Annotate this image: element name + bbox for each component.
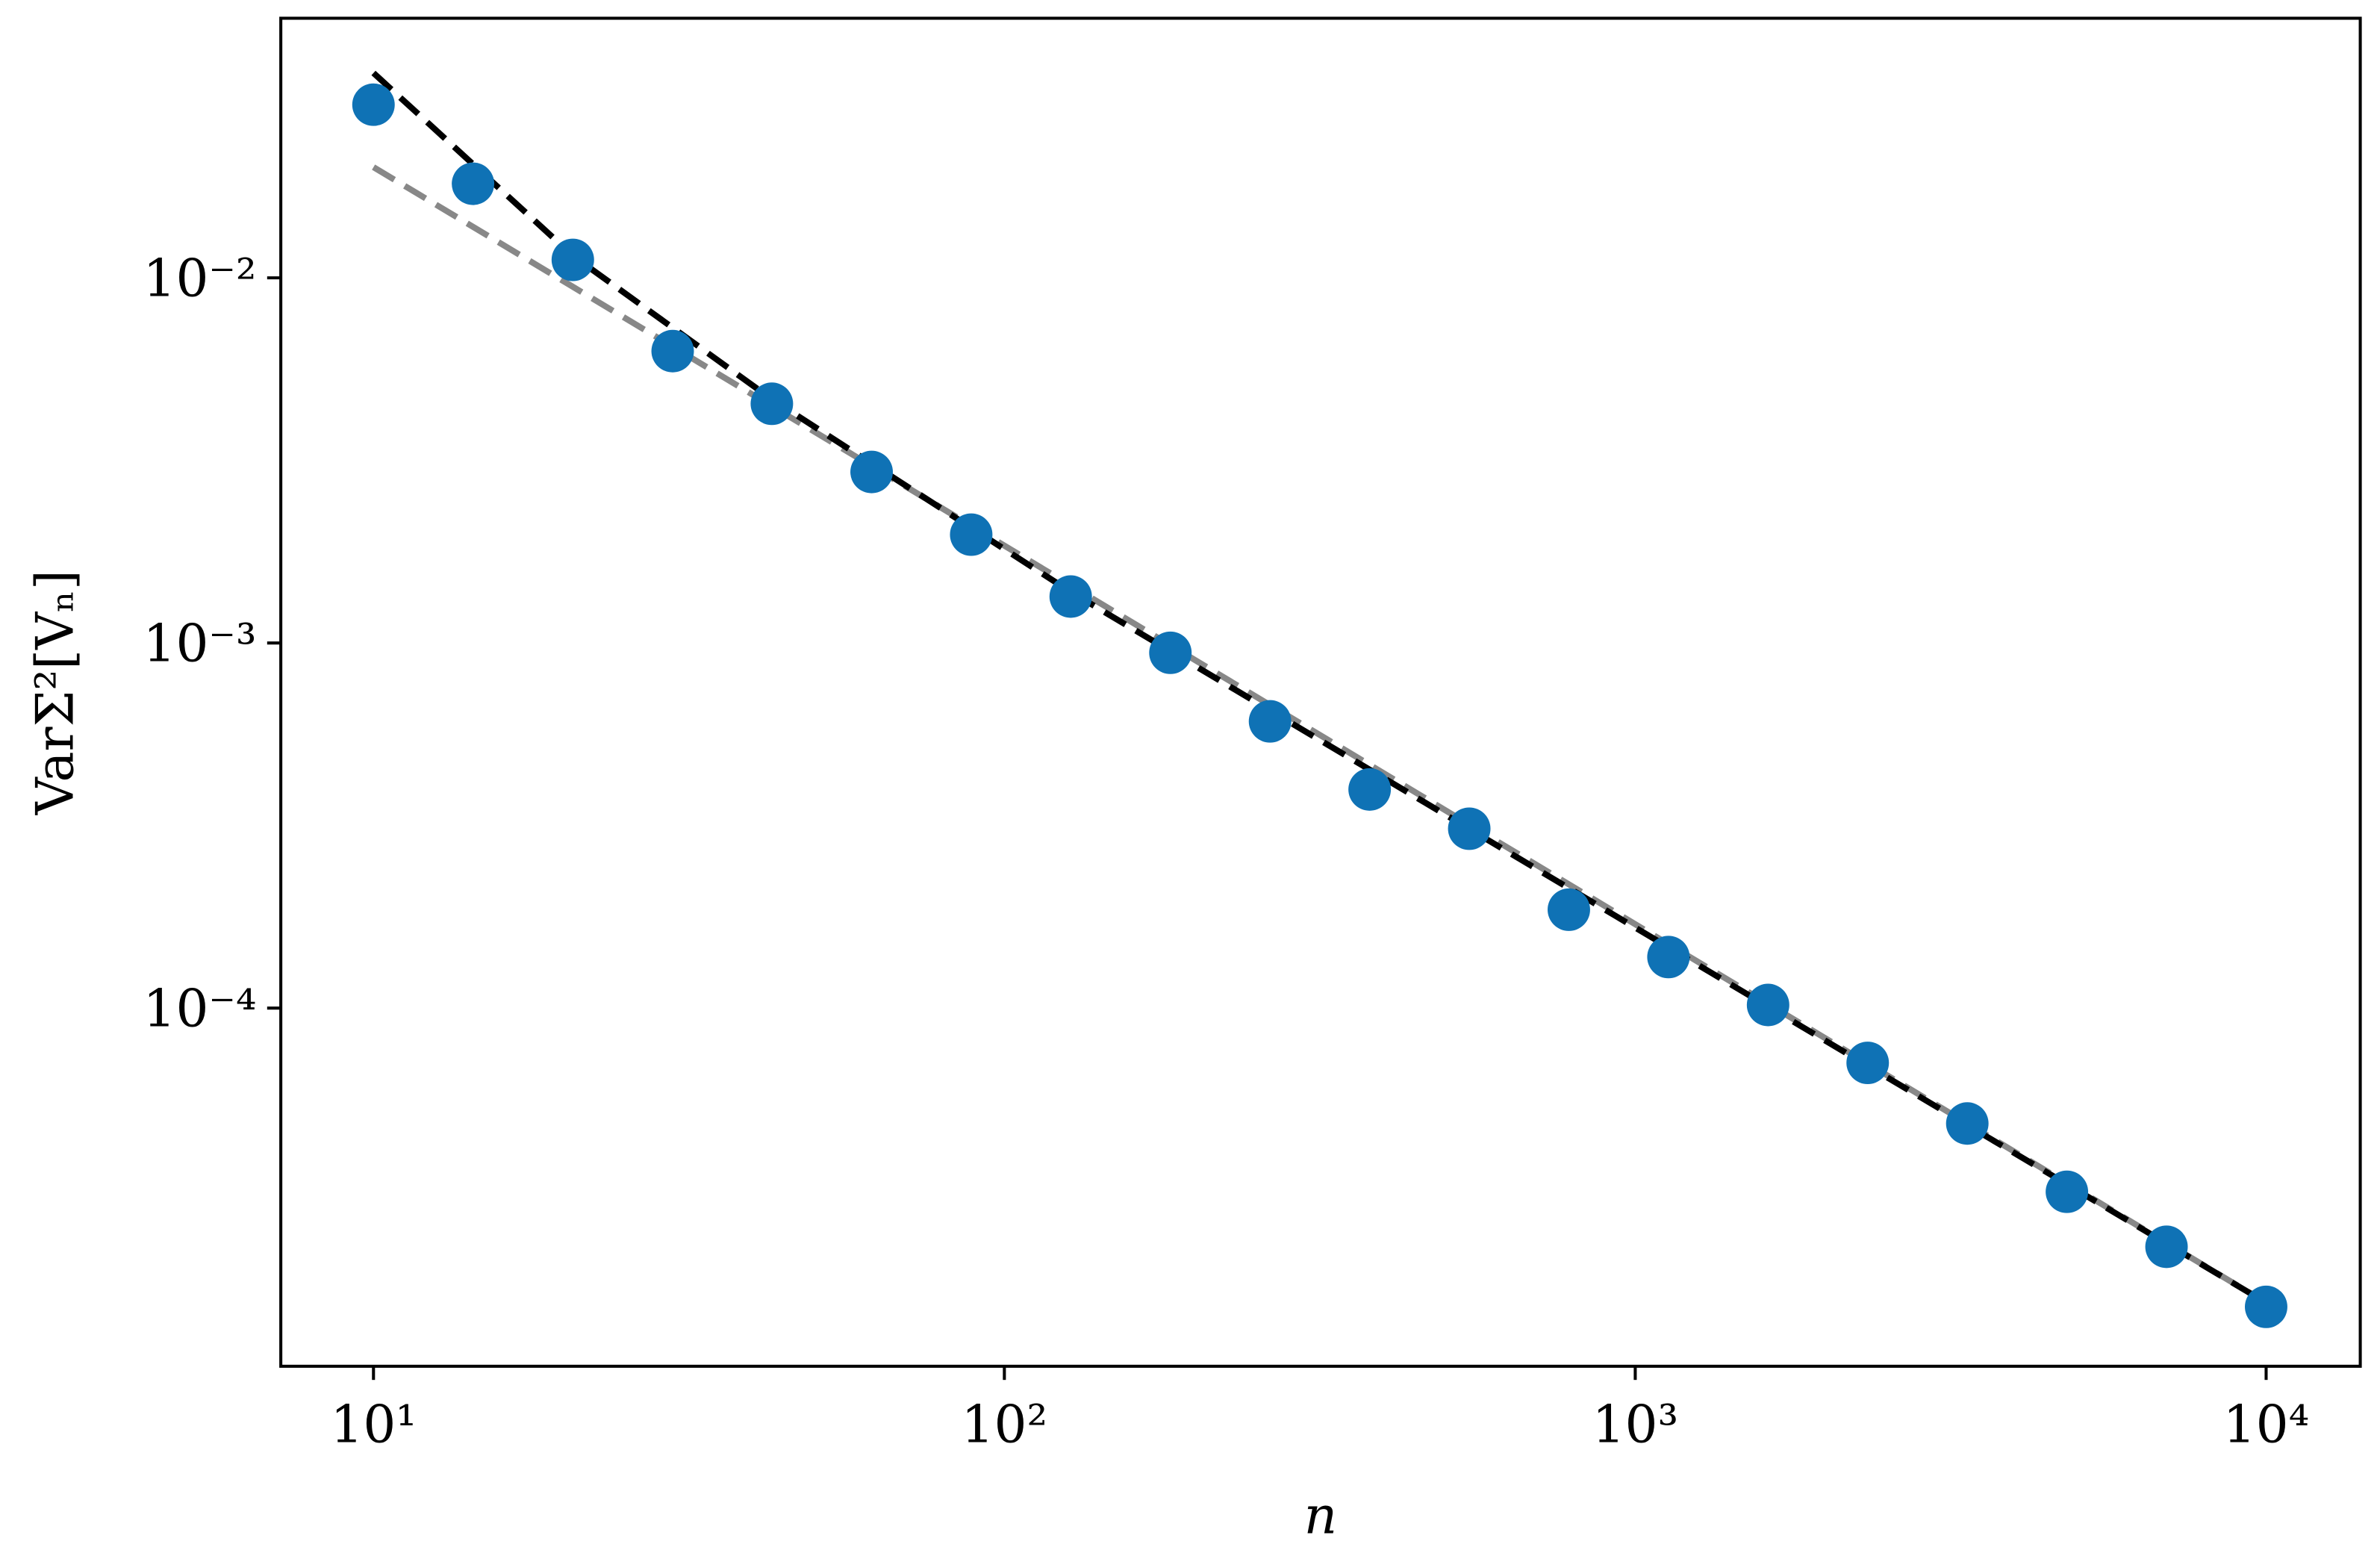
data-point [1248,700,1292,743]
data-point [1448,807,1491,850]
data-point [1846,1042,1890,1084]
data-point [850,450,893,494]
data-point [352,83,395,126]
x-tick-label: 10⁴ [2223,1395,2310,1455]
x-axis-label: n [1304,1487,1338,1546]
data-point [750,382,794,426]
plot-frame [279,16,2362,1368]
data-point [551,238,594,281]
data-point [1049,575,1092,618]
y-tick-label: 10⁻³ [143,614,256,674]
y-axis-label: VarΣ²[Vₙ] [26,570,86,815]
data-point [1348,768,1392,811]
y-tick-label: 10⁻² [143,249,256,309]
data-point [1548,888,1590,931]
y-tick-label: 10⁻⁴ [143,980,256,1039]
data-point [1746,983,1789,1027]
x-tick-label: 10³ [1592,1395,1679,1455]
data-point [651,329,694,373]
x-tick-label: 10² [962,1395,1048,1455]
data-point [2145,1225,2188,1269]
data-point [1647,936,1690,979]
data-point [1149,631,1192,674]
data-point [2046,1170,2089,1213]
data-point [1946,1102,1989,1145]
data-point [452,162,495,205]
x-tick-label: 10¹ [330,1395,417,1455]
data-point [2245,1285,2287,1328]
data-point [950,513,993,556]
